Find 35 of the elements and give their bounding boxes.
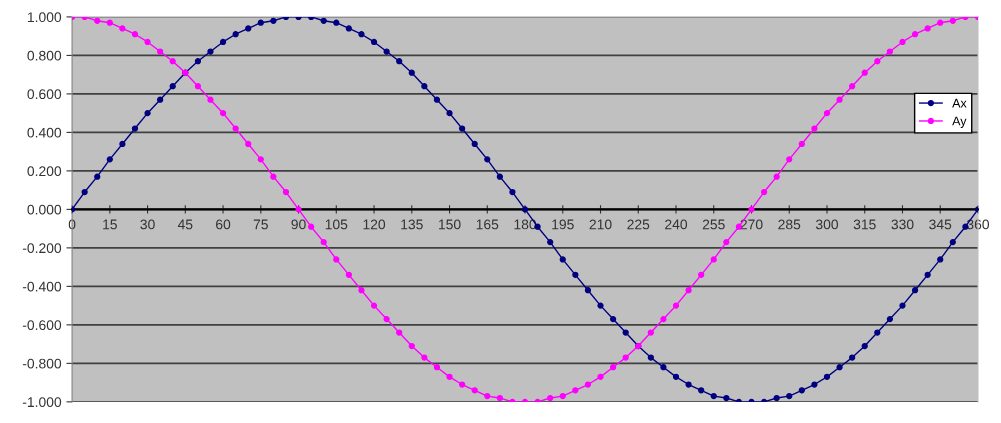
legend-label: Ax: [952, 98, 967, 108]
y-tick-label: -0.400: [22, 281, 62, 292]
x-tick-label: 285: [778, 219, 801, 230]
y-tick-label: 0.000: [27, 204, 62, 215]
x-tick-label: 150: [439, 219, 461, 230]
x-tick-label: 0: [68, 219, 76, 230]
x-tick-label: 330: [891, 219, 914, 230]
x-tick-label: 105: [325, 219, 348, 230]
x-tick-label: 60: [216, 219, 231, 230]
x-tick-label: 300: [815, 219, 839, 230]
x-tick-label: 225: [627, 219, 650, 230]
legend-label: Ay: [952, 116, 967, 128]
y-tick-label: -0.200: [22, 243, 62, 254]
y-tick-label: 0.400: [27, 127, 62, 138]
y-tick-label: 1.000: [27, 12, 62, 23]
y-tick-label: 0.200: [27, 166, 62, 177]
x-tick-label: 75: [253, 219, 268, 230]
x-tick-label: 255: [702, 219, 725, 230]
x-tick-label: 315: [853, 219, 876, 230]
y-tick-label: 0.800: [27, 50, 62, 61]
y-tick-label: 0.600: [27, 89, 62, 100]
x-tick-label: 90: [291, 219, 306, 230]
y-tick-label: -0.600: [22, 320, 62, 331]
x-tick-label: 240: [665, 219, 688, 230]
x-tick-label: 345: [929, 219, 952, 230]
y-tick-label: -1.000: [22, 397, 62, 408]
x-tick-label: 195: [552, 219, 574, 230]
x-tick-label: 120: [363, 219, 386, 230]
x-tick-label: 30: [140, 219, 155, 230]
x-tick-label: 165: [476, 219, 499, 230]
x-tick-label: 135: [401, 219, 423, 230]
x-tick-label: 210: [589, 219, 612, 230]
x-tick-label: 45: [177, 219, 193, 230]
y-tick-label: -0.800: [22, 358, 62, 369]
x-tick-label: 15: [103, 219, 117, 230]
